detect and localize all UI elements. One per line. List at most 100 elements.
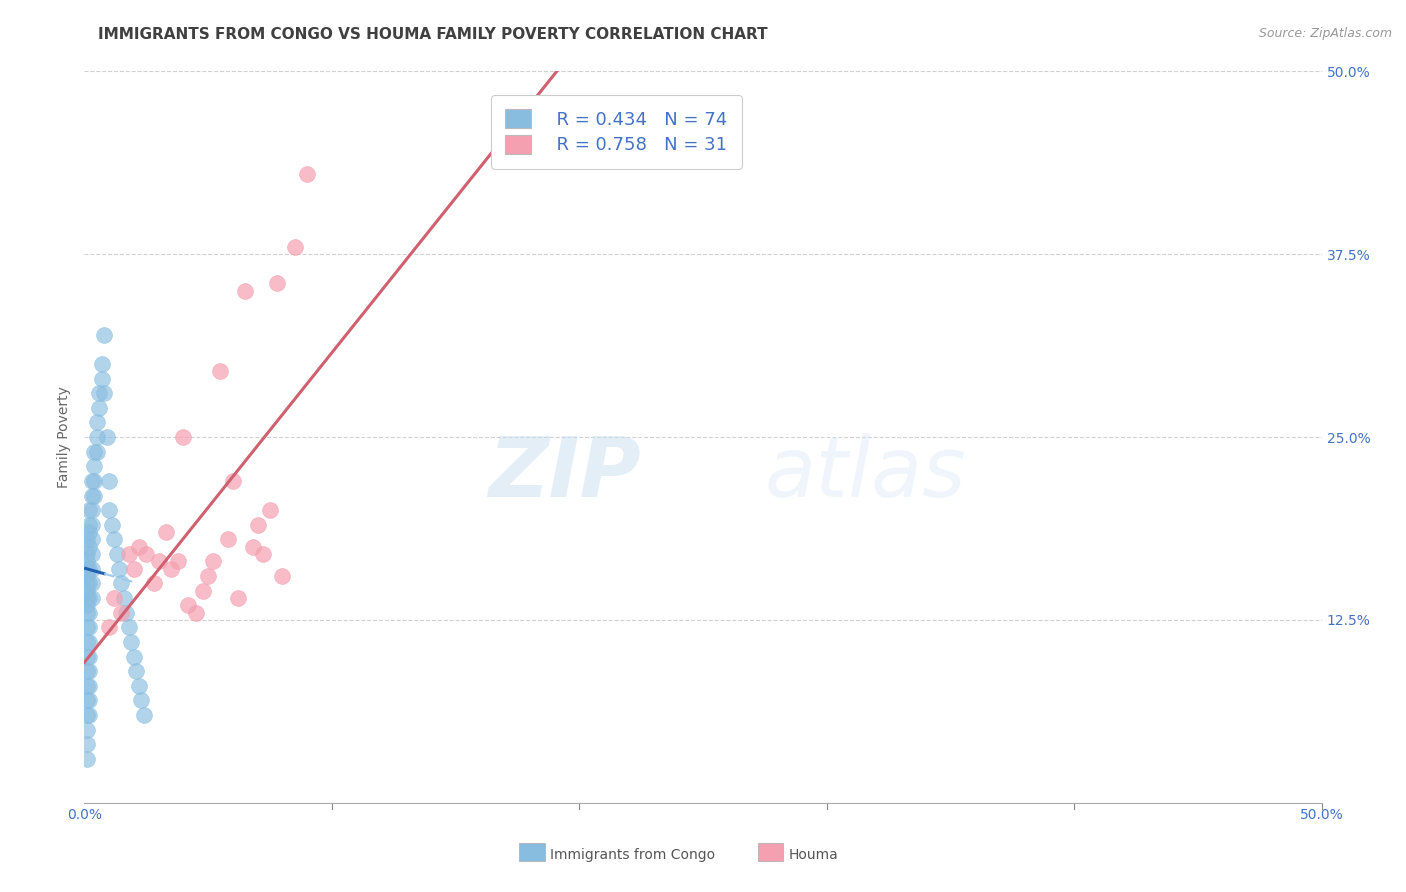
Text: ZIP: ZIP xyxy=(488,434,641,514)
Point xyxy=(79,620,101,634)
Text: atlas: atlas xyxy=(765,434,966,514)
Point xyxy=(122,649,145,664)
Point xyxy=(76,554,98,568)
Point xyxy=(80,474,103,488)
Point xyxy=(284,240,307,254)
Point xyxy=(79,606,101,620)
Point xyxy=(129,693,152,707)
Point xyxy=(252,547,274,561)
Point xyxy=(103,533,125,547)
Text: Source: ZipAtlas.com: Source: ZipAtlas.com xyxy=(1258,27,1392,40)
Point xyxy=(142,576,165,591)
Point xyxy=(83,489,105,503)
Point xyxy=(122,562,145,576)
Point xyxy=(80,517,103,532)
Point xyxy=(160,562,183,576)
Point xyxy=(83,459,105,474)
Point xyxy=(76,620,98,634)
Point xyxy=(100,517,122,532)
Point xyxy=(197,569,219,583)
Point xyxy=(209,364,232,378)
Point xyxy=(80,547,103,561)
Point xyxy=(79,693,101,707)
Point xyxy=(76,562,98,576)
Text: Houma: Houma xyxy=(789,848,838,863)
Point xyxy=(115,606,138,620)
Point xyxy=(118,620,141,634)
Point xyxy=(90,357,112,371)
Point xyxy=(135,547,157,561)
Point xyxy=(110,606,132,620)
Point xyxy=(79,540,101,554)
Point xyxy=(148,554,170,568)
Point xyxy=(79,517,101,532)
Point xyxy=(76,569,98,583)
Point xyxy=(76,583,98,598)
Point xyxy=(132,708,155,723)
Point xyxy=(76,591,98,605)
Point xyxy=(226,591,249,605)
Point xyxy=(93,386,115,401)
Point xyxy=(76,635,98,649)
Point xyxy=(202,554,225,568)
Point xyxy=(76,708,98,723)
Point xyxy=(76,606,98,620)
Point xyxy=(90,371,112,385)
Point xyxy=(295,167,318,181)
Point xyxy=(105,547,128,561)
Point xyxy=(128,540,150,554)
Legend:   R = 0.434   N = 74,   R = 0.758   N = 31: R = 0.434 N = 74, R = 0.758 N = 31 xyxy=(491,95,742,169)
Point xyxy=(108,562,131,576)
Point xyxy=(98,474,121,488)
Point xyxy=(112,591,135,605)
Point xyxy=(76,723,98,737)
Point xyxy=(79,649,101,664)
Point xyxy=(96,430,118,444)
Point xyxy=(86,416,108,430)
Text: Immigrants from Congo: Immigrants from Congo xyxy=(550,848,716,863)
Point xyxy=(76,533,98,547)
Point xyxy=(93,327,115,342)
Point xyxy=(83,474,105,488)
Point xyxy=(86,430,108,444)
Point xyxy=(79,525,101,540)
Point xyxy=(79,635,101,649)
Point xyxy=(80,562,103,576)
Point xyxy=(184,606,207,620)
Point xyxy=(172,430,194,444)
Point xyxy=(217,533,239,547)
Point xyxy=(120,635,142,649)
Point xyxy=(110,576,132,591)
Y-axis label: Family Poverty: Family Poverty xyxy=(58,386,72,488)
Point xyxy=(167,554,190,568)
Point xyxy=(98,503,121,517)
Point xyxy=(76,664,98,678)
Point xyxy=(89,401,111,415)
Point xyxy=(155,525,177,540)
Point xyxy=(242,540,264,554)
Point xyxy=(89,386,111,401)
Point xyxy=(98,620,121,634)
Point xyxy=(79,576,101,591)
Point xyxy=(76,599,98,613)
Point xyxy=(79,591,101,605)
Point xyxy=(118,547,141,561)
Point xyxy=(80,591,103,605)
Point xyxy=(76,737,98,751)
Point xyxy=(79,679,101,693)
Point xyxy=(83,444,105,458)
Point xyxy=(76,649,98,664)
Point xyxy=(76,576,98,591)
Point xyxy=(80,533,103,547)
Point xyxy=(76,752,98,766)
Point xyxy=(125,664,148,678)
Point xyxy=(79,708,101,723)
Point xyxy=(191,583,214,598)
Point xyxy=(86,444,108,458)
Point xyxy=(76,693,98,707)
Point xyxy=(222,474,245,488)
Point xyxy=(128,679,150,693)
Point xyxy=(271,569,294,583)
Point xyxy=(233,284,256,298)
Point xyxy=(80,576,103,591)
